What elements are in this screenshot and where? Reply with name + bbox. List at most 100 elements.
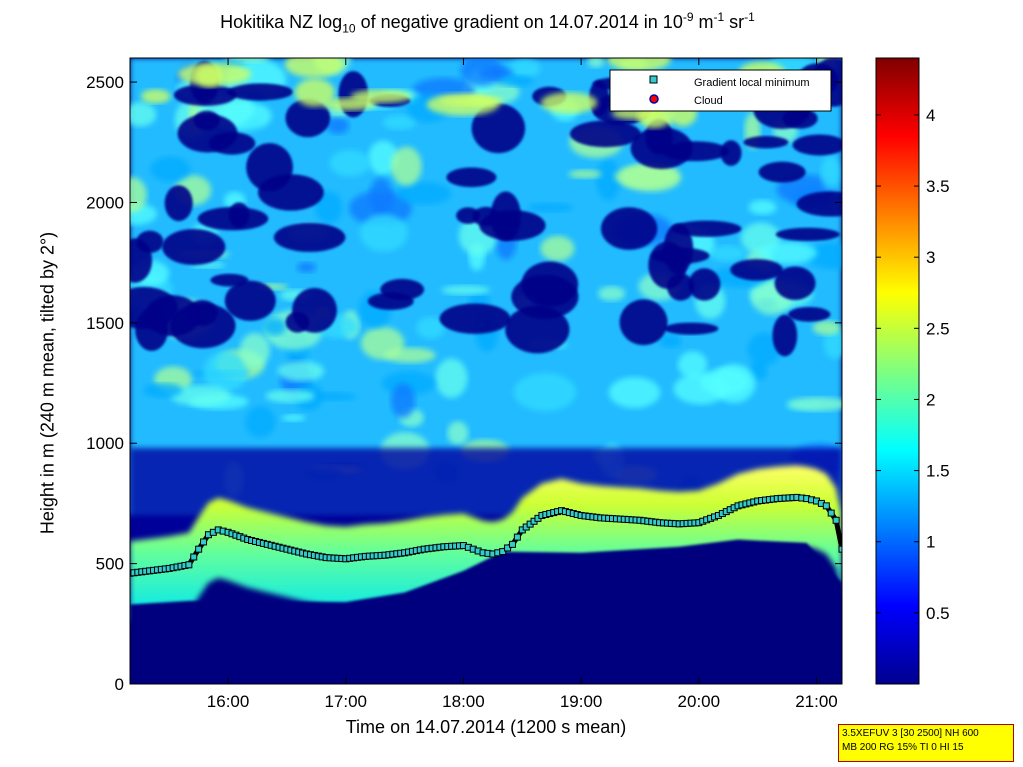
- heatmap-patch: [823, 328, 842, 359]
- x-tick-label: 17:00: [324, 692, 367, 711]
- heatmap-patch: [245, 406, 276, 438]
- heatmap-low-patch: [663, 322, 719, 335]
- heatmap-patch: [203, 351, 248, 393]
- heatmap-low-patch: [472, 206, 500, 227]
- gradient-minimum-marker: [185, 561, 193, 569]
- y-axis: 0 500 1000 1500 2000 2500: [86, 73, 842, 694]
- heatmap-low-patch: [285, 98, 331, 138]
- heatmap-patch: [759, 242, 818, 264]
- heatmap-patch: [315, 191, 343, 224]
- title-text-rest: of negative gradient on 14.07.2014 in 10: [355, 12, 683, 32]
- gradient-minimum-marker: [200, 538, 208, 546]
- heatmap-patch: [265, 389, 315, 403]
- heatmap-high-patch: [439, 95, 504, 107]
- heatmap-patch: [143, 383, 183, 398]
- heatmap-low-patch: [661, 141, 729, 162]
- heatmap-low-patch: [258, 174, 324, 211]
- heatmap-low-patch: [490, 191, 521, 242]
- title-sup-2: -1: [713, 10, 725, 24]
- x-axis-label: Time on 14.07.2014 (1200 s mean): [345, 717, 627, 737]
- y-tick-label: 2500: [86, 73, 124, 92]
- heatmap-patch: [264, 318, 286, 336]
- gradient-minimum-marker: [827, 509, 835, 517]
- heatmap-patch: [396, 182, 452, 205]
- heatmap-patch: [382, 114, 416, 130]
- heatmap-patch: [390, 383, 416, 419]
- legend: Gradient local minimum Cloud: [609, 69, 832, 112]
- heatmap-low-patch: [792, 134, 842, 156]
- title-subscript: 10: [342, 21, 356, 36]
- heatmap-patch: [708, 245, 746, 262]
- heatmap-low-patch: [446, 167, 497, 188]
- heatmap-patch: [540, 235, 575, 262]
- x-tick-label: 19:00: [560, 692, 603, 711]
- heatmap-patch: [329, 149, 371, 177]
- heatmap-low-patch: [170, 303, 236, 349]
- y-tick-label: 1000: [86, 434, 124, 453]
- heatmap-low-patch: [796, 191, 842, 217]
- gradient-minimum-marker: [838, 545, 842, 553]
- heatmap-low-patch: [162, 229, 226, 266]
- legend-label-gradient: Gradient local minimum: [694, 77, 810, 89]
- x-tick-label: 18:00: [442, 692, 485, 711]
- title-sup-3: -1: [744, 10, 755, 24]
- heatmap-patch: [130, 102, 157, 127]
- legend-marker-circle: [649, 94, 659, 104]
- heatmap-low-patch: [130, 238, 153, 283]
- title-unit-1: m: [693, 12, 714, 32]
- heatmap-low-patch: [774, 266, 816, 300]
- gradient-minimum-marker: [832, 516, 840, 524]
- heatmap-low-patch: [285, 311, 310, 333]
- heatmap-low-patch: [130, 286, 178, 329]
- y-tick-label: 1500: [86, 314, 124, 333]
- y-axis-label: Height in m (240 m mean, tilted by 2°): [37, 231, 58, 535]
- heatmap-low-patch: [197, 206, 269, 231]
- heatmap-high-patch: [294, 78, 335, 107]
- heatmap-low-patch: [471, 103, 526, 154]
- legend-marker-square: [649, 75, 658, 84]
- gradient-minimum-markers: [130, 493, 842, 577]
- heatmap-high-patch: [284, 58, 344, 78]
- heatmap-patch: [787, 397, 842, 412]
- heatmap-low-patch: [730, 259, 783, 281]
- gradient-minimum-marker: [190, 553, 198, 561]
- heatmap-patch: [806, 242, 842, 270]
- colorbar-ticks: 0.5 1 1.5 2 2.5 3 3.5 4: [876, 106, 950, 623]
- heatmap-low-patch: [439, 303, 511, 334]
- heatmap-low-patch: [164, 185, 193, 222]
- heatmap-low-patch: [177, 113, 238, 153]
- heatmap-patch: [224, 58, 271, 63]
- heatmap-patch: [596, 158, 621, 201]
- heatmap-patch: [239, 332, 270, 368]
- x-tick-label: 20:00: [678, 692, 721, 711]
- heatmap-low-patch: [367, 292, 414, 310]
- heatmap-patch: [170, 385, 231, 406]
- heatmap-high-patch: [140, 89, 171, 104]
- colorbar-tick-label: 2: [926, 390, 935, 409]
- gradient-minimum-marker: [822, 502, 830, 510]
- heatmap-lower-region: [130, 539, 842, 684]
- heatmap-low-patch: [782, 108, 818, 129]
- title-sup-1: -9: [682, 10, 694, 24]
- heatmap-low-patch: [688, 268, 721, 301]
- info-line-1: 3.5XEFUV 3 [30 2500] NH 600: [842, 728, 979, 739]
- heatmap-patch: [390, 146, 422, 186]
- heatmap-low-patch: [619, 299, 668, 346]
- colorbar-tick-label: 3.5: [926, 177, 950, 196]
- heatmap-low-patch: [743, 136, 789, 149]
- heatmap-patch: [150, 156, 191, 182]
- heatmap-low-patch: [569, 120, 641, 148]
- heatmap-patch: [360, 326, 405, 360]
- heatmap-gradient-band: [130, 465, 842, 622]
- heatmap-patch: [368, 140, 399, 176]
- heatmap-low-patch: [788, 307, 831, 322]
- heatmap-patch: [659, 333, 682, 348]
- heatmap-low-patch: [273, 222, 346, 252]
- heatmap-patch: [326, 117, 350, 134]
- y-tick-label: 0: [115, 675, 124, 694]
- heatmap-high-patch: [607, 58, 672, 72]
- heatmap-low-patch: [758, 161, 806, 183]
- heatmap-patch: [130, 176, 147, 213]
- heatmap-low-patch: [600, 207, 658, 250]
